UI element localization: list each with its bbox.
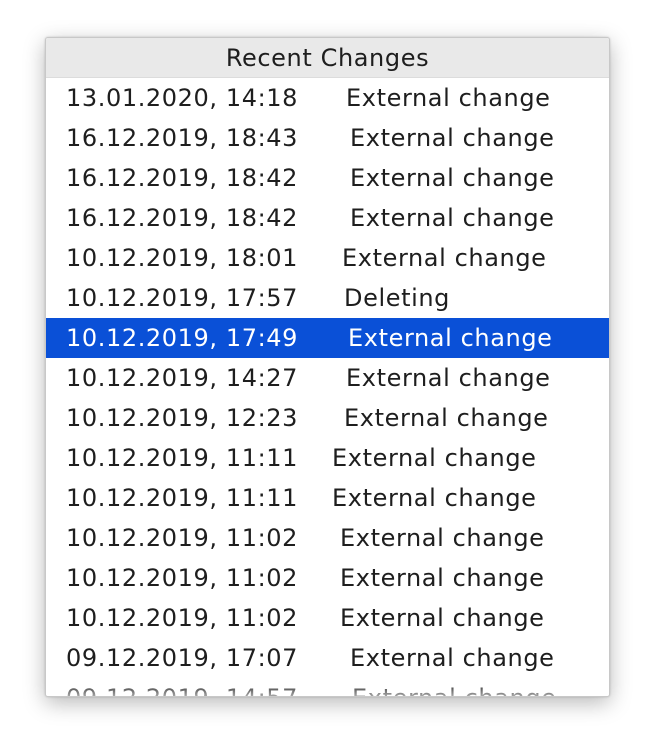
change-action: External change bbox=[332, 484, 537, 512]
popup-title: Recent Changes bbox=[46, 38, 609, 78]
change-date: 10.12.2019, 12:23 bbox=[66, 404, 299, 432]
change-action: External change bbox=[340, 564, 545, 592]
list-item[interactable]: 10.12.2019, 11:11 External change bbox=[46, 438, 609, 478]
change-action: External change bbox=[348, 324, 553, 352]
recent-changes-list: 13.01.2020, 14:18 External change 16.12.… bbox=[46, 78, 609, 696]
change-action: External change bbox=[332, 444, 537, 472]
list-item[interactable]: 16.12.2019, 18:42 External change bbox=[46, 158, 609, 198]
change-date: 10.12.2019, 11:02 bbox=[66, 604, 299, 632]
list-item[interactable]: 10.12.2019, 11:11 External change bbox=[46, 478, 609, 518]
change-action: External change bbox=[352, 684, 557, 696]
list-item[interactable]: 10.12.2019, 18:01 External change bbox=[46, 238, 609, 278]
change-date: 16.12.2019, 18:42 bbox=[66, 204, 299, 232]
change-date: 10.12.2019, 11:02 bbox=[66, 564, 299, 592]
list-item[interactable]: 16.12.2019, 18:42 External change bbox=[46, 198, 609, 238]
change-action: External change bbox=[342, 244, 547, 272]
list-item[interactable]: 10.12.2019, 17:57 Deleting bbox=[46, 278, 609, 318]
change-action: External change bbox=[350, 644, 555, 672]
change-date: 10.12.2019, 17:49 bbox=[66, 324, 299, 352]
list-item[interactable]: 10.12.2019, 12:23 External change bbox=[46, 398, 609, 438]
list-item[interactable]: 13.01.2020, 14:18 External change bbox=[46, 78, 609, 118]
change-date: 09.12.2019, 14:57 bbox=[66, 684, 298, 696]
change-date: 09.12.2019, 17:07 bbox=[66, 644, 299, 672]
change-date: 10.12.2019, 11:11 bbox=[66, 444, 299, 472]
change-date: 16.12.2019, 18:43 bbox=[66, 124, 299, 152]
list-item[interactable]: 16.12.2019, 18:43 External change bbox=[46, 118, 609, 158]
change-action: External change bbox=[346, 84, 551, 112]
change-action: External change bbox=[350, 124, 555, 152]
list-item[interactable]: 10.12.2019, 11:02 External change bbox=[46, 598, 609, 638]
change-action: Deleting bbox=[344, 284, 451, 312]
list-item[interactable]: 10.12.2019, 11:02 External change bbox=[46, 558, 609, 598]
list-item[interactable]: 09.12.2019, 14:57 External change bbox=[46, 678, 609, 696]
change-date: 16.12.2019, 18:42 bbox=[66, 164, 299, 192]
recent-changes-popup: Recent Changes 13.01.2020, 14:18 Externa… bbox=[45, 37, 610, 697]
change-action: External change bbox=[340, 604, 545, 632]
change-action: External change bbox=[346, 364, 551, 392]
change-action: External change bbox=[340, 524, 545, 552]
change-date: 10.12.2019, 18:01 bbox=[66, 244, 299, 272]
change-action: External change bbox=[350, 204, 555, 232]
list-item-selected[interactable]: 10.12.2019, 17:49 External change bbox=[46, 318, 609, 358]
list-item[interactable]: 09.12.2019, 17:07 External change bbox=[46, 638, 609, 678]
change-date: 10.12.2019, 17:57 bbox=[66, 284, 299, 312]
list-item[interactable]: 10.12.2019, 11:02 External change bbox=[46, 518, 609, 558]
change-date: 13.01.2020, 14:18 bbox=[66, 84, 299, 112]
change-action: External change bbox=[350, 164, 555, 192]
change-date: 10.12.2019, 11:11 bbox=[66, 484, 299, 512]
list-item[interactable]: 10.12.2019, 14:27 External change bbox=[46, 358, 609, 398]
change-date: 10.12.2019, 11:02 bbox=[66, 524, 299, 552]
change-action: External change bbox=[344, 404, 549, 432]
change-date: 10.12.2019, 14:27 bbox=[66, 364, 299, 392]
